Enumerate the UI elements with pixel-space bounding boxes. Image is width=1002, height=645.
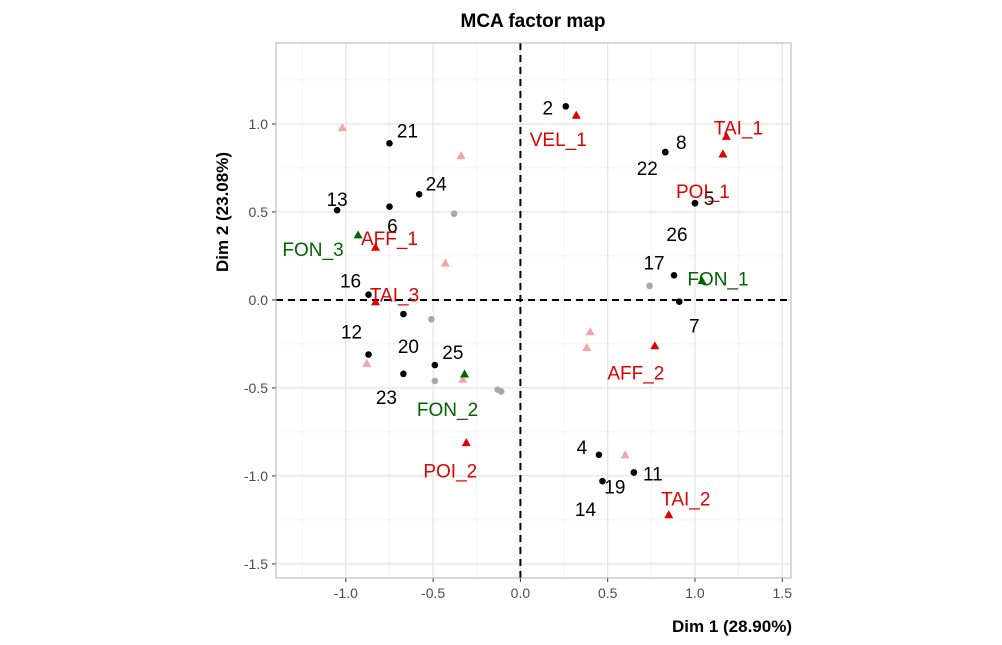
x-axis-title: Dim 1 (28.90%) bbox=[672, 617, 792, 636]
individual-point bbox=[400, 310, 407, 318]
chart-title: MCA factor map bbox=[461, 11, 606, 32]
active-category-point bbox=[571, 110, 581, 119]
individual-point bbox=[595, 451, 603, 459]
active-category-label: AFF_2 bbox=[607, 364, 664, 385]
individual-label: 20 bbox=[398, 337, 419, 358]
individual-label: 12 bbox=[341, 322, 362, 343]
individual-point bbox=[400, 370, 407, 378]
y-tick-label: 0.5 bbox=[249, 204, 269, 220]
individual-label: 14 bbox=[575, 500, 597, 521]
active-category-point bbox=[371, 297, 381, 306]
individual-point bbox=[675, 298, 683, 306]
individual-label: 22 bbox=[637, 159, 658, 180]
individual-point bbox=[691, 199, 699, 207]
y-tick-label: -1.0 bbox=[244, 468, 268, 484]
x-tick-label: -1.0 bbox=[334, 585, 358, 601]
individual-point bbox=[415, 191, 423, 198]
active-category-label: POI_2 bbox=[423, 461, 477, 482]
individual-label: 23 bbox=[376, 388, 397, 409]
active-category-point bbox=[718, 149, 728, 158]
y-tick-label: -1.5 bbox=[244, 556, 268, 572]
active-category-label: POI_1 bbox=[676, 182, 730, 203]
individual-label: 4 bbox=[577, 438, 588, 459]
individual-point bbox=[662, 148, 669, 156]
y-axis-title: Dim 2 (23.08%) bbox=[213, 152, 232, 272]
individual-label: 19 bbox=[604, 477, 625, 498]
supplementary-category-point bbox=[697, 276, 707, 285]
faded-category-point bbox=[337, 122, 347, 132]
faded-category-point bbox=[620, 450, 630, 459]
individual-label: 21 bbox=[397, 121, 418, 142]
active-category-point bbox=[371, 242, 381, 251]
active-category-point bbox=[721, 131, 731, 140]
x-tick-label: -0.5 bbox=[421, 585, 445, 601]
active-category-label: VEL_1 bbox=[530, 130, 587, 151]
individual-point bbox=[630, 469, 638, 476]
faded-individual-point bbox=[431, 377, 439, 385]
x-tick-label: 0.5 bbox=[598, 585, 618, 601]
reference-lines bbox=[276, 43, 791, 578]
faded-individual-point bbox=[646, 282, 653, 290]
supplementary-category-label: FON_2 bbox=[417, 400, 478, 421]
supplementary-category-label: FON_1 bbox=[687, 270, 748, 291]
y-tick-label: -0.5 bbox=[244, 380, 268, 396]
individual-label: 13 bbox=[327, 190, 348, 211]
individual-point bbox=[562, 103, 570, 110]
faded-individual-point bbox=[497, 388, 505, 395]
individual-point bbox=[333, 206, 341, 214]
y-tick-label: 1.0 bbox=[249, 116, 269, 132]
faded-category-point bbox=[456, 151, 466, 160]
individual-label: 8 bbox=[676, 133, 687, 154]
individual-label: 16 bbox=[340, 272, 361, 293]
individual-label: 26 bbox=[666, 225, 687, 246]
supplementary-category-point bbox=[353, 230, 363, 239]
individual-label: 6 bbox=[387, 217, 398, 238]
individual-point bbox=[670, 272, 678, 279]
individual-label: 25 bbox=[442, 343, 463, 364]
individual-label: 7 bbox=[689, 317, 700, 338]
individual-label: 24 bbox=[426, 174, 448, 195]
individual-point bbox=[386, 140, 393, 147]
faded-category-point bbox=[458, 374, 468, 383]
individual-point bbox=[386, 203, 393, 210]
faded-category-point bbox=[585, 327, 595, 336]
x-tick-label: 1.5 bbox=[773, 585, 793, 601]
axis-ticks: -1.0 -0.5 0.0 0.5 1.0 1.5 -1.5 -1.0 -0.5 0.0 0.5 1.… bbox=[244, 116, 792, 601]
x-tick-label: 1.0 bbox=[685, 585, 705, 601]
active-category-label: TAI_2 bbox=[661, 490, 710, 511]
y-tick-label: 0.0 bbox=[249, 292, 269, 308]
supplementary-category-label: FON_3 bbox=[282, 240, 343, 261]
active-category-point bbox=[650, 341, 660, 350]
plot-frame bbox=[275, 42, 792, 579]
individual-point bbox=[365, 291, 372, 298]
faded-category-point bbox=[362, 358, 372, 367]
data-points bbox=[333, 103, 731, 519]
x-tick-label: 0.0 bbox=[511, 585, 531, 601]
active-category-label: TAI_3 bbox=[370, 286, 419, 307]
active-category-point bbox=[664, 510, 674, 519]
faded-individual-point bbox=[428, 315, 435, 323]
faded-category-point bbox=[440, 258, 450, 267]
active-category-label: TAI_1 bbox=[714, 118, 763, 139]
individual-point bbox=[431, 361, 439, 369]
individual-label: 2 bbox=[543, 98, 554, 119]
active-category-point bbox=[461, 437, 471, 447]
faded-category-point bbox=[582, 342, 592, 352]
individual-label: 5 bbox=[704, 189, 715, 210]
individual-point bbox=[365, 351, 372, 358]
supplementary-category-point bbox=[460, 369, 470, 378]
individual-label: 17 bbox=[643, 253, 664, 274]
faded-individual-point bbox=[450, 210, 458, 218]
grid bbox=[276, 43, 791, 578]
individual-label: 11 bbox=[643, 464, 663, 485]
active-category-label: AFF_1 bbox=[361, 229, 418, 250]
individual-point bbox=[599, 477, 606, 485]
